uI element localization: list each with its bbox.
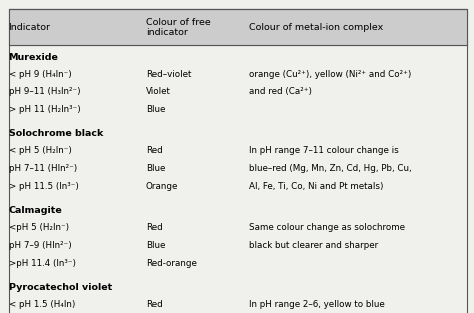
Text: pH 9–11 (H₃In²⁻): pH 9–11 (H₃In²⁻) xyxy=(9,87,80,96)
Text: Red: Red xyxy=(146,146,163,155)
Text: > pH 11 (H₂In³⁻): > pH 11 (H₂In³⁻) xyxy=(9,105,80,114)
Text: Blue: Blue xyxy=(146,164,165,173)
Text: Indicator: Indicator xyxy=(9,23,51,32)
Text: Red: Red xyxy=(146,223,163,232)
Text: > pH 11.5 (In³⁻): > pH 11.5 (In³⁻) xyxy=(9,182,78,191)
Text: pH 7–9 (HIn²⁻): pH 7–9 (HIn²⁻) xyxy=(9,241,71,250)
Text: < pH 5 (H₂In⁻): < pH 5 (H₂In⁻) xyxy=(9,146,72,155)
Text: Solochrome black: Solochrome black xyxy=(9,129,103,138)
Text: and red (Ca²⁺): and red (Ca²⁺) xyxy=(249,87,312,96)
Text: In pH range 2–6, yellow to blue: In pH range 2–6, yellow to blue xyxy=(249,300,384,309)
Text: < pH 1.5 (H₄In): < pH 1.5 (H₄In) xyxy=(9,300,75,309)
Text: Orange: Orange xyxy=(146,182,178,191)
Text: Murexide: Murexide xyxy=(9,53,58,62)
Text: blue–red (Mg, Mn, Zn, Cd, Hg, Pb, Cu,: blue–red (Mg, Mn, Zn, Cd, Hg, Pb, Cu, xyxy=(249,164,411,173)
Text: orange (Cu²⁺), yellow (Ni²⁺ and Co²⁺): orange (Cu²⁺), yellow (Ni²⁺ and Co²⁺) xyxy=(249,69,411,79)
Text: Same colour change as solochrome: Same colour change as solochrome xyxy=(249,223,405,232)
Text: In pH range 7–11 colour change is: In pH range 7–11 colour change is xyxy=(249,146,399,155)
Text: < pH 9 (H₄In⁻): < pH 9 (H₄In⁻) xyxy=(9,69,71,79)
Text: Colour of free
indicator: Colour of free indicator xyxy=(146,18,211,37)
Text: Red: Red xyxy=(146,300,163,309)
Text: pH 7–11 (HIn²⁻): pH 7–11 (HIn²⁻) xyxy=(9,164,77,173)
Text: Blue: Blue xyxy=(146,241,165,250)
Text: >pH 11.4 (In³⁻): >pH 11.4 (In³⁻) xyxy=(9,259,75,268)
Text: Pyrocatechol violet: Pyrocatechol violet xyxy=(9,283,112,292)
Text: black but clearer and sharper: black but clearer and sharper xyxy=(249,241,378,250)
Text: Red–violet: Red–violet xyxy=(146,69,191,79)
Text: Red-orange: Red-orange xyxy=(146,259,197,268)
Text: Colour of metal-ion complex: Colour of metal-ion complex xyxy=(249,23,383,32)
Text: Calmagite: Calmagite xyxy=(9,206,62,215)
Text: <pH 5 (H₂In⁻): <pH 5 (H₂In⁻) xyxy=(9,223,69,232)
Text: Al, Fe, Ti, Co, Ni and Pt metals): Al, Fe, Ti, Co, Ni and Pt metals) xyxy=(249,182,383,191)
Text: Blue: Blue xyxy=(146,105,165,114)
Text: Violet: Violet xyxy=(146,87,171,96)
